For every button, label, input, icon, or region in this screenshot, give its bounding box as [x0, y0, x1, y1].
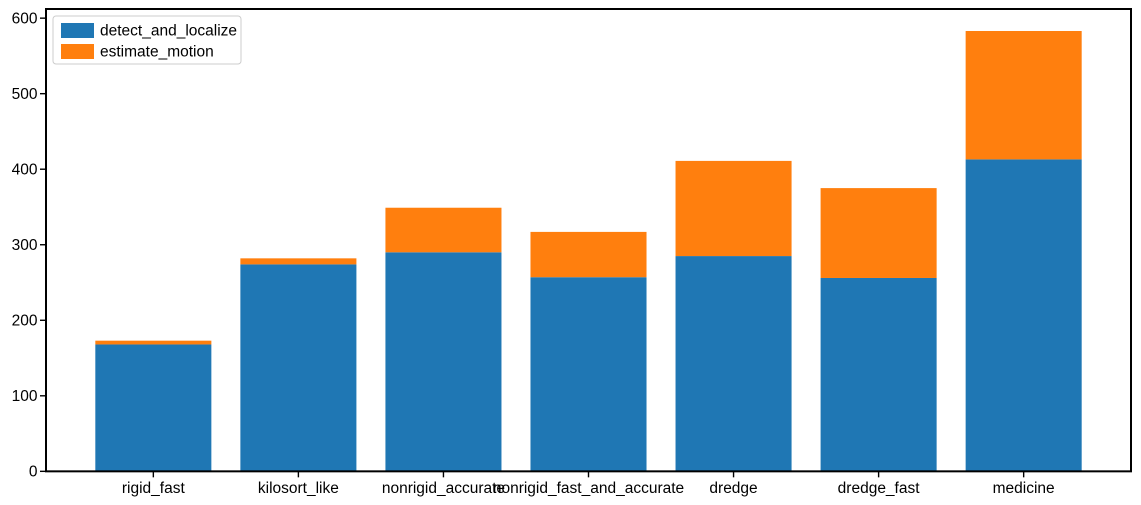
svg-text:estimate_motion: estimate_motion	[100, 44, 214, 61]
svg-text:400: 400	[12, 162, 38, 179]
svg-text:200: 200	[12, 313, 38, 330]
svg-text:0: 0	[29, 464, 38, 481]
svg-text:dredge_fast: dredge_fast	[838, 480, 921, 497]
svg-text:kilosort_like: kilosort_like	[258, 480, 339, 497]
svg-text:500: 500	[12, 86, 38, 103]
svg-text:dredge: dredge	[709, 480, 757, 497]
svg-text:medicine: medicine	[993, 480, 1055, 497]
svg-text:rigid_fast: rigid_fast	[122, 480, 186, 497]
svg-text:nonrigid_fast_and_accurate: nonrigid_fast_and_accurate	[493, 480, 684, 497]
svg-text:100: 100	[12, 388, 38, 405]
svg-text:300: 300	[12, 237, 38, 254]
svg-text:nonrigid_accurate: nonrigid_accurate	[382, 480, 505, 497]
svg-text:600: 600	[12, 11, 38, 28]
svg-text:detect_and_localize: detect_and_localize	[100, 23, 237, 40]
